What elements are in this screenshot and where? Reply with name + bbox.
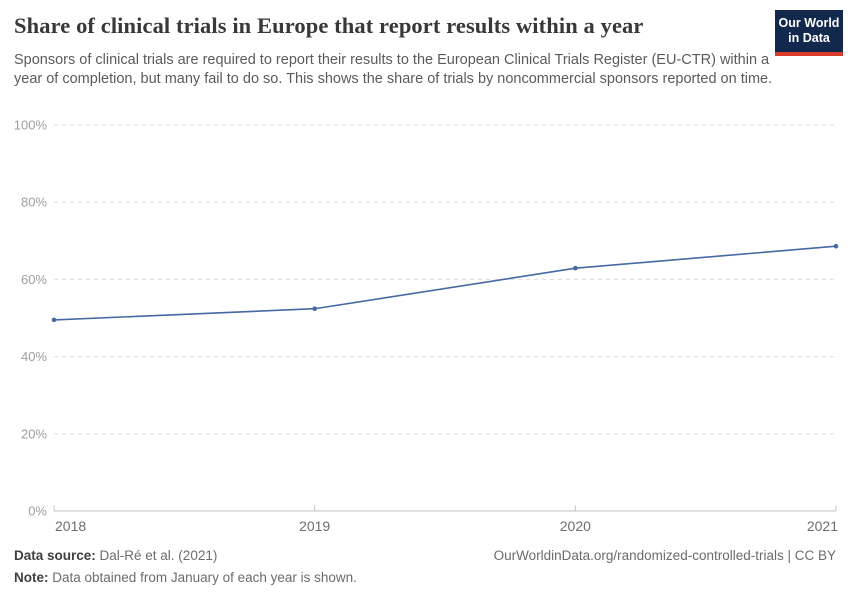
data-point[interactable] [312, 306, 317, 312]
data-source-label: Data source: [14, 548, 96, 563]
x-tick-label: 2021 [807, 518, 838, 534]
data-line[interactable] [53, 245, 837, 321]
y-tick-label: 60% [21, 272, 47, 287]
x-tick-label: 2019 [299, 518, 330, 534]
note-value: Data obtained from January of each year … [48, 570, 357, 585]
owid-logo[interactable]: Our World in Data [775, 10, 843, 56]
line-chart[interactable]: 0% 20% 40% 60% 80% 100% 2018 2019 2020 2021 [0, 110, 850, 550]
data-source-value: Dal-Ré et al. (2021) [95, 548, 218, 563]
data-points[interactable] [51, 243, 839, 323]
x-tick-label: 2018 [55, 518, 86, 534]
owid-logo-line2: in Data [788, 31, 830, 46]
note-label: Note: [14, 570, 49, 585]
y-tick-label: 80% [21, 195, 47, 210]
data-source-line: Data source: Dal-Ré et al. (2021) [14, 548, 217, 563]
y-tick-label: 40% [21, 349, 47, 364]
y-gridlines [54, 124, 836, 435]
x-axis: 2018 2019 2020 2021 [53, 505, 838, 534]
owid-logo-line1: Our World [778, 16, 840, 30]
chart-subtitle: Sponsors of clinical trials are required… [14, 52, 773, 88]
data-point[interactable] [833, 243, 839, 249]
data-point[interactable] [51, 317, 57, 323]
chart-title: Share of clinical trials in Europe that … [14, 13, 644, 38]
owid-url-link[interactable]: OurWorldinData.org/randomized-controlled… [493, 548, 836, 563]
y-axis-labels: 0% 20% 40% 60% 80% 100% [14, 118, 48, 519]
y-tick-label: 20% [21, 426, 47, 441]
data-point[interactable] [573, 265, 578, 271]
x-tick-label: 2020 [560, 518, 591, 534]
y-tick-label: 100% [14, 118, 48, 133]
note-line: Note: Data obtained from January of each… [14, 570, 357, 585]
y-tick-label: 0% [28, 504, 47, 519]
